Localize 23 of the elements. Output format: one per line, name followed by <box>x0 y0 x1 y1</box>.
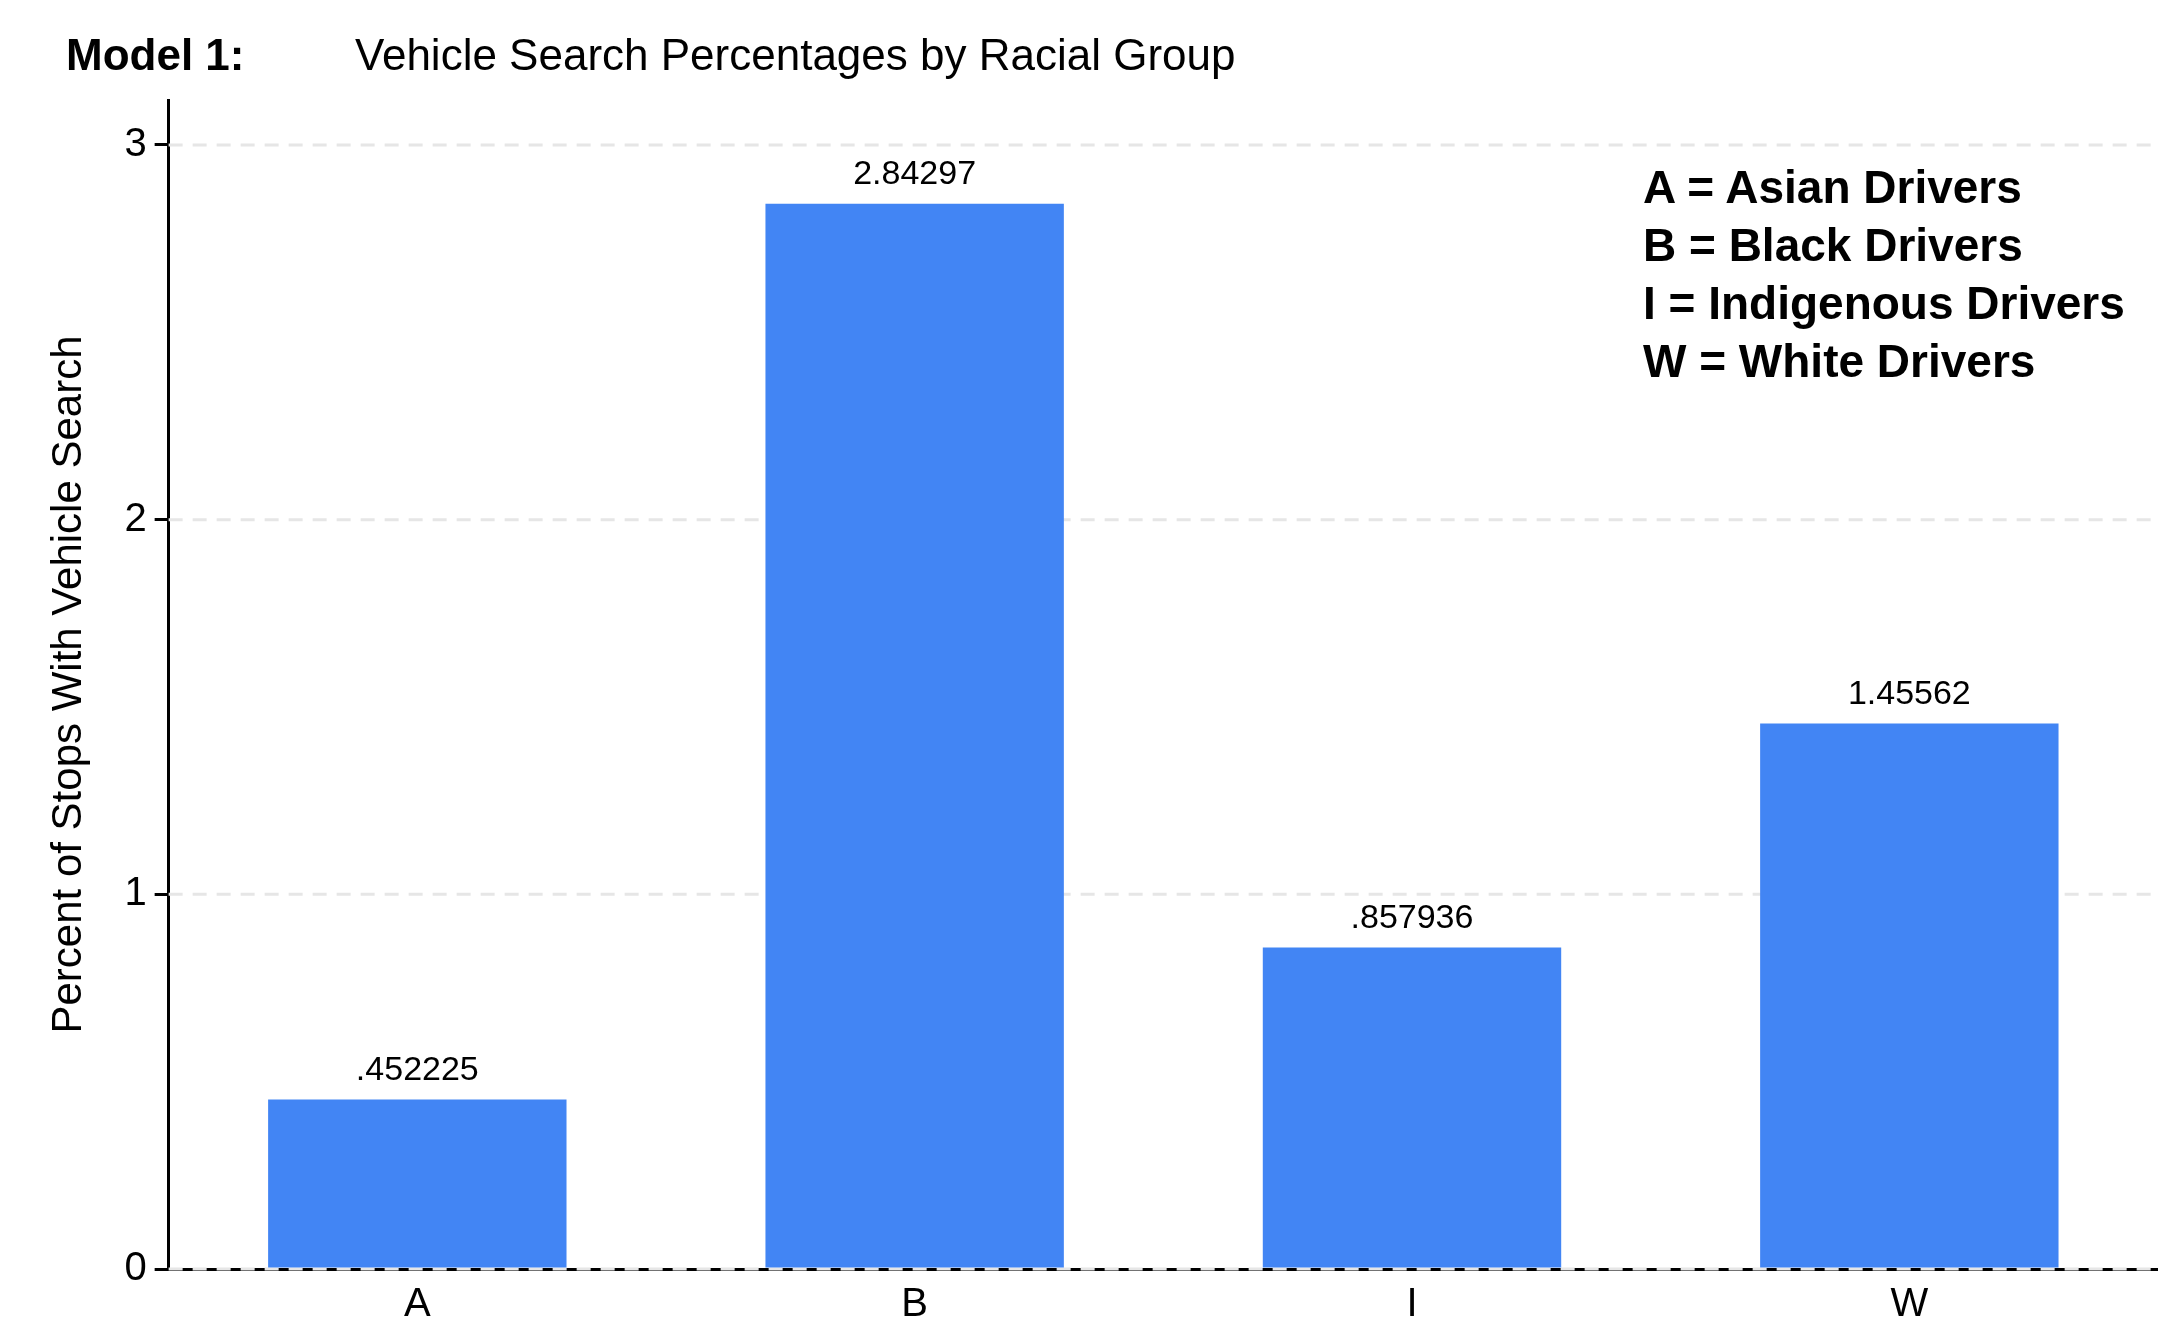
bar <box>1262 947 1562 1268</box>
bar <box>1760 723 2059 1268</box>
y-tick-label: 1 <box>124 869 147 914</box>
y-tick-label: 2 <box>124 494 147 539</box>
y-tick-label: 3 <box>124 119 147 164</box>
data-label: 2.84297 <box>853 153 977 192</box>
annotation: I = Indigenous Drivers <box>1643 276 2125 331</box>
data-label: 1.45562 <box>1847 672 1971 711</box>
annotation: B = Black Drivers <box>1643 218 2024 273</box>
y-axis-title: Percent of Stops With Vehicle Search <box>42 335 90 1034</box>
bar <box>268 1099 567 1268</box>
x-tick-label: I <box>1406 1280 1418 1325</box>
data-label: .452225 <box>355 1048 479 1087</box>
x-tick-label: W <box>1890 1280 1929 1325</box>
chart-subtitle: Vehicle Search Percentages by Racial Group <box>355 30 1236 80</box>
bar <box>765 203 1064 1268</box>
x-tick-label: B <box>901 1280 928 1325</box>
chart-title: Model 1: <box>66 30 245 80</box>
y-tick-label: 0 <box>124 1244 147 1289</box>
annotation: W = White Drivers <box>1643 334 2037 389</box>
data-label: .857936 <box>1350 896 1474 935</box>
x-tick-label: A <box>403 1280 431 1325</box>
annotation: A = Asian Drivers <box>1643 160 2023 215</box>
